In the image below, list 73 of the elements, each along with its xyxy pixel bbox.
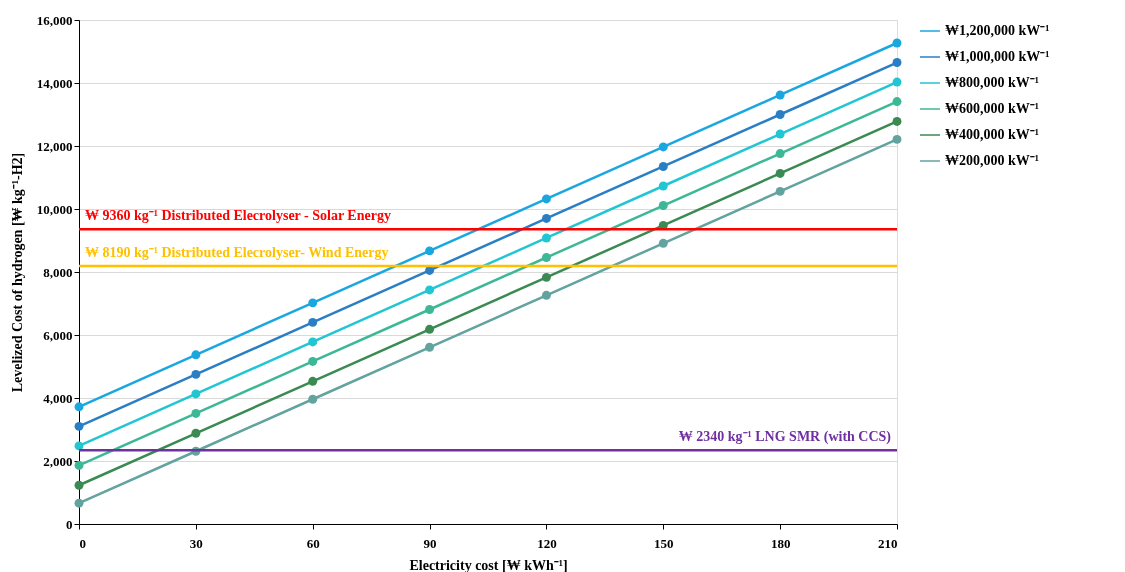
point — [74, 441, 84, 451]
point — [74, 480, 84, 490]
point — [775, 110, 785, 119]
y-tick-label: 10,000 — [36, 201, 73, 217]
y-tick-label: 6,000 — [43, 327, 73, 343]
legend-label: ₩800,000 kW⁻¹ — [945, 75, 1039, 90]
y-tick-label: 14,000 — [36, 75, 73, 91]
x-tick-label: 90 — [423, 535, 437, 551]
point — [191, 369, 201, 379]
point — [658, 201, 668, 210]
point — [74, 402, 84, 412]
y-tick-label: 4,000 — [43, 390, 73, 406]
point — [775, 149, 785, 159]
point — [308, 317, 318, 327]
point — [308, 337, 318, 347]
y-tick-label: 2,000 — [43, 453, 73, 469]
point — [425, 246, 435, 256]
point — [541, 290, 551, 300]
y-tick-label: 12,000 — [36, 138, 73, 154]
point — [892, 134, 902, 144]
point — [425, 285, 435, 295]
point — [308, 376, 318, 386]
x-axis-title: Electricity cost [₩ kWh⁻¹] — [409, 557, 568, 572]
point — [191, 408, 201, 418]
point — [74, 421, 84, 431]
legend-label: ₩200,000 kW⁻¹ — [945, 153, 1039, 168]
point — [775, 186, 785, 196]
point — [658, 238, 668, 248]
point — [541, 272, 551, 282]
x-tick-label: 150 — [654, 535, 674, 551]
point — [541, 213, 551, 223]
x-tick-label: 210 — [878, 535, 898, 551]
x-tick-label: 0 — [79, 535, 86, 551]
point — [892, 116, 902, 126]
point — [658, 162, 668, 171]
point — [658, 142, 668, 152]
point — [658, 181, 668, 191]
point — [74, 498, 84, 508]
point — [892, 58, 902, 67]
point — [541, 194, 551, 204]
point — [308, 298, 318, 308]
legend-label: ₩1,200,000 kW⁻¹ — [945, 23, 1050, 38]
ref-line-label: ₩ 8190 kg⁻¹ Distributed Elecrolyser- Wind Energy — [85, 245, 389, 261]
point — [775, 90, 785, 100]
point — [191, 428, 201, 438]
legend-label: ₩400,000 kW⁻¹ — [945, 127, 1039, 142]
legend-label: ₩600,000 kW⁻¹ — [945, 101, 1039, 116]
y-tick-label: 8,000 — [43, 264, 73, 280]
point — [892, 38, 902, 48]
x-tick-label: 30 — [189, 535, 203, 551]
legend-label: ₩1,000,000 kW⁻¹ — [945, 49, 1050, 64]
point — [308, 357, 318, 366]
point — [74, 460, 84, 470]
point — [775, 168, 785, 178]
point — [775, 129, 785, 139]
point — [191, 389, 201, 399]
point — [425, 342, 435, 352]
y-tick-label: 16,000 — [36, 12, 73, 28]
x-tick-label: 60 — [306, 535, 320, 551]
point — [425, 324, 435, 334]
point — [892, 97, 902, 107]
ref-line-label: ₩ 9360 kg⁻¹ Distributed Elecrolyser - Solar Energy — [85, 208, 391, 224]
point — [892, 77, 902, 87]
x-tick-label: 120 — [537, 535, 557, 551]
ref-line-label: ₩ 2340 kg⁻¹ LNG SMR (with CCS) — [678, 429, 892, 446]
point — [425, 305, 435, 314]
y-axis-title: Levelized Cost of hydrogen [₩ kg⁻¹-H2] — [9, 152, 25, 393]
point — [541, 233, 551, 243]
x-tick-label: 180 — [770, 535, 791, 551]
y-tick-label: 0 — [66, 516, 73, 532]
point — [308, 394, 318, 404]
point — [191, 350, 201, 360]
point — [541, 253, 551, 262]
